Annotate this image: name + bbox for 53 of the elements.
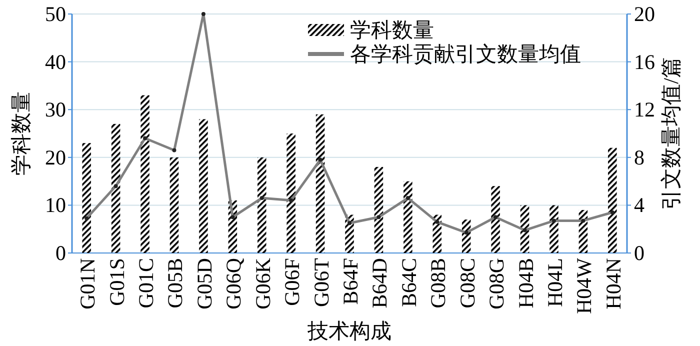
bar xyxy=(82,143,91,253)
bar xyxy=(491,186,500,253)
y2-tick-label: 0 xyxy=(634,241,644,265)
x-tick-label: H04L xyxy=(542,258,567,307)
y-axis-title: 学科数量 xyxy=(9,92,33,176)
x-tick-label: G08G xyxy=(484,258,509,310)
x-tick-label: G06K xyxy=(250,258,275,310)
x-tick-label: G06T xyxy=(309,258,334,307)
bar xyxy=(578,210,588,253)
x-tick-label: B64D xyxy=(368,258,392,308)
x-tick-label: G08C xyxy=(455,258,480,308)
legend-label: 各学科贡献引文数量均值 xyxy=(350,42,581,66)
x-tick-label: G01N xyxy=(76,258,100,310)
x-tick-label: G08B xyxy=(426,258,450,308)
bar xyxy=(257,157,266,253)
bar xyxy=(170,157,179,253)
y2-tick-label: 20 xyxy=(634,2,655,26)
y-tick-label: 10 xyxy=(45,193,66,218)
y2-tick-label: 4 xyxy=(634,193,645,218)
bar xyxy=(111,124,120,253)
bar xyxy=(199,119,208,253)
x-tick-label: B64C xyxy=(396,258,421,308)
x-tick-label: G01S xyxy=(104,258,129,306)
bar xyxy=(286,134,296,253)
bar xyxy=(316,114,325,253)
x-tick-label: G05B xyxy=(163,258,188,308)
x-tick-label: H04W xyxy=(572,258,596,314)
y2-tick-label: 16 xyxy=(634,50,655,74)
bar xyxy=(432,214,442,253)
bar xyxy=(608,148,617,253)
bar xyxy=(140,95,150,253)
y-tick-label: 40 xyxy=(45,50,66,74)
x-tick-label: B64F xyxy=(338,258,362,305)
x-tick-label: H04N xyxy=(601,258,626,310)
x-tick-label: G06F xyxy=(280,258,304,306)
y2-axis-title: 引文数量均值/篇 xyxy=(659,57,683,210)
y-tick-label: 30 xyxy=(45,98,66,122)
y-tick-label: 20 xyxy=(45,145,66,170)
x-tick-label: H04B xyxy=(514,258,538,308)
x-tick-label: G05D xyxy=(192,258,216,310)
bar xyxy=(462,220,471,253)
x-tick-label: G01C xyxy=(134,258,158,308)
bar xyxy=(374,166,384,253)
bar xyxy=(550,205,558,253)
y2-tick-label: 12 xyxy=(634,98,655,122)
y2-tick-label: 8 xyxy=(634,145,644,170)
x-tick-label: G06Q xyxy=(222,258,246,310)
legend-label: 学科数量 xyxy=(350,18,434,42)
bar xyxy=(404,181,412,253)
x-axis-title: 技术构成 xyxy=(306,319,392,343)
bar xyxy=(520,205,530,253)
y-tick-label: 50 xyxy=(45,2,66,26)
y-tick-label: 0 xyxy=(56,241,66,265)
